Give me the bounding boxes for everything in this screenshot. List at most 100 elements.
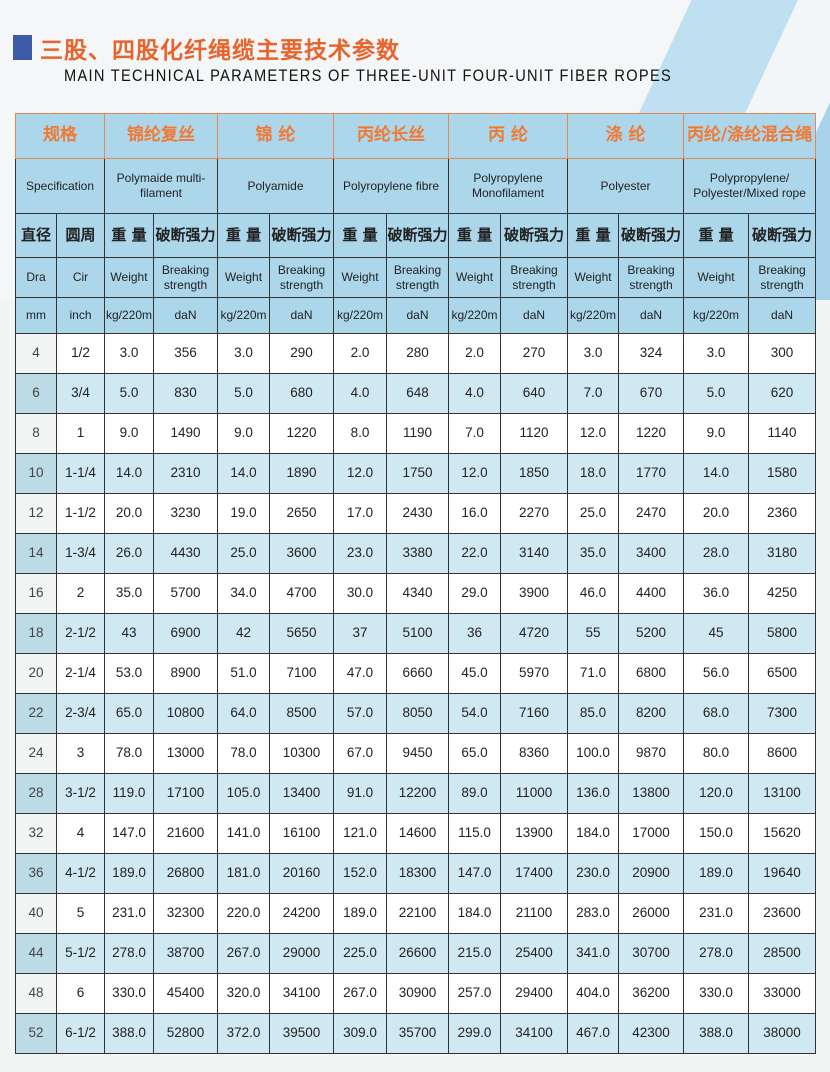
breaking-strength-cell: 30900 xyxy=(386,973,450,1014)
circumference-cell: 2-1/4 xyxy=(56,653,105,694)
weight-cell: 141.0 xyxy=(217,813,270,854)
weight-cell: 71.0 xyxy=(567,653,620,694)
circumference-cell: 2 xyxy=(56,573,105,614)
weight-cell: 3.0 xyxy=(567,333,620,374)
weight-cell: 17.0 xyxy=(333,493,388,534)
breaking-strength-cell: 300 xyxy=(748,333,817,374)
breaking-strength-cell: 324 xyxy=(618,333,685,374)
diameter-cell: 18 xyxy=(15,613,57,654)
diameter-cell: 44 xyxy=(15,933,57,974)
weight-cell: 7.0 xyxy=(567,373,620,414)
diameter-cell: 20 xyxy=(15,653,57,694)
weight-cell: 45 xyxy=(683,613,750,654)
material-header-en: Polypropylene/ Polyester/Mixed rope xyxy=(683,158,817,214)
weight-cell: 231.0 xyxy=(683,893,750,934)
breaking-strength-cell: 5650 xyxy=(268,613,335,654)
breaking-strength-cell: 9870 xyxy=(618,733,685,774)
weight-cell: 215.0 xyxy=(448,933,502,974)
weight-cell: 4.0 xyxy=(333,373,388,414)
weight-cell: 36 xyxy=(448,613,502,654)
breaking-strength-cell: 4250 xyxy=(748,573,817,614)
breaking-strength-cell: 14600 xyxy=(386,813,450,854)
diameter-cell: 40 xyxy=(15,893,57,934)
weight-cell: 189.0 xyxy=(104,853,154,894)
diameter-cell: 8 xyxy=(15,413,57,454)
weight-cell: 309.0 xyxy=(333,1013,388,1054)
subheader-row-english: Dra Cir Weight Breaking strength Weight Break… xyxy=(15,257,817,298)
weight-cell: 5.0 xyxy=(104,373,154,414)
diameter-cell: 24 xyxy=(15,733,57,774)
weight-cell: 184.0 xyxy=(448,893,502,934)
weight-cell: 67.0 xyxy=(333,733,388,774)
breaking-strength-cell: 38700 xyxy=(153,933,218,974)
weight-cell: 78.0 xyxy=(104,733,154,774)
breaking-strength-cell: 3180 xyxy=(748,533,817,574)
weight-cell: 120.0 xyxy=(683,773,750,814)
breaking-strength-cell: 25400 xyxy=(500,933,569,974)
breaking-strength-cell: 1190 xyxy=(386,413,450,454)
breaking-strength-cell: 21600 xyxy=(153,813,218,854)
weight-cell: 64.0 xyxy=(217,693,270,734)
breaking-strength-cell: 10300 xyxy=(268,733,335,774)
weight-cell: 16.0 xyxy=(448,493,502,534)
weight-cell: 299.0 xyxy=(448,1013,502,1054)
breaking-strength-cell: 2430 xyxy=(386,493,450,534)
breaking-strength-cell: 7300 xyxy=(748,693,817,734)
breaking-strength-cell: 15620 xyxy=(748,813,817,854)
breaking-strength-cell: 13100 xyxy=(748,773,817,814)
weight-cell: 320.0 xyxy=(217,973,270,1014)
breaking-strength-cell: 13400 xyxy=(268,773,335,814)
weight-cell: 330.0 xyxy=(683,973,750,1014)
weight-cell: 29.0 xyxy=(448,573,502,614)
weight-cell: 51.0 xyxy=(217,653,270,694)
breaking-strength-cell: 8050 xyxy=(386,693,450,734)
breaking-strength-cell: 17000 xyxy=(618,813,685,854)
weight-units: kg/220m xyxy=(104,297,154,334)
weight-sub_cn: 重 量 xyxy=(683,213,750,258)
breaking-strength-cell: 4430 xyxy=(153,533,218,574)
breaking-strength-units: daN xyxy=(386,297,450,334)
weight-cell: 34.0 xyxy=(217,573,270,614)
title-chinese: 三股、四股化纤绳缆主要技术参数 xyxy=(40,38,400,64)
breaking-strength-units: daN xyxy=(618,297,685,334)
breaking-strength-cell: 38000 xyxy=(748,1013,817,1054)
breaking-strength-cell: 8200 xyxy=(618,693,685,734)
weight-cell: 57.0 xyxy=(333,693,388,734)
breaking-strength-cell: 11000 xyxy=(500,773,569,814)
table-row: 44 5-1/2 278.0 38700 267.0 29000 225.0 26600 215… xyxy=(15,933,817,974)
breaking-strength-cell: 680 xyxy=(268,373,335,414)
weight-cell: 65.0 xyxy=(104,693,154,734)
weight-cell: 404.0 xyxy=(567,973,620,1014)
breaking-strength-sub_cn: 破断强力 xyxy=(268,213,335,258)
weight-cell: 372.0 xyxy=(217,1013,270,1054)
breaking-strength-sub_en: Breaking strength xyxy=(748,257,817,298)
table-row: 16 2 35.0 5700 34.0 4700 30.0 4340 29.0 3900 46.0 4… xyxy=(15,573,817,614)
breaking-strength-cell: 20900 xyxy=(618,853,685,894)
weight-cell: 267.0 xyxy=(333,973,388,1014)
weight-cell: 20.0 xyxy=(104,493,154,534)
breaking-strength-cell: 39500 xyxy=(268,1013,335,1054)
breaking-strength-cell: 5700 xyxy=(153,573,218,614)
diameter-sub_en: Dra xyxy=(15,257,57,298)
breaking-strength-cell: 5970 xyxy=(500,653,569,694)
weight-cell: 8.0 xyxy=(333,413,388,454)
breaking-strength-cell: 9450 xyxy=(386,733,450,774)
weight-cell: 3.0 xyxy=(217,333,270,374)
breaking-strength-cell: 2650 xyxy=(268,493,335,534)
breaking-strength-cell: 270 xyxy=(500,333,569,374)
material-header-cn: 丙纶长丝 xyxy=(333,113,450,159)
weight-cell: 220.0 xyxy=(217,893,270,934)
spec-header-en: Specification xyxy=(15,158,105,214)
breaking-strength-cell: 3230 xyxy=(153,493,218,534)
breaking-strength-cell: 5800 xyxy=(748,613,817,654)
weight-cell: 25.0 xyxy=(567,493,620,534)
breaking-strength-cell: 13900 xyxy=(500,813,569,854)
breaking-strength-cell: 16100 xyxy=(268,813,335,854)
weight-cell: 12.0 xyxy=(333,453,388,494)
weight-cell: 43 xyxy=(104,613,154,654)
weight-cell: 45.0 xyxy=(448,653,502,694)
breaking-strength-cell: 20160 xyxy=(268,853,335,894)
weight-cell: 278.0 xyxy=(683,933,750,974)
weight-cell: 189.0 xyxy=(683,853,750,894)
weight-cell: 278.0 xyxy=(104,933,154,974)
